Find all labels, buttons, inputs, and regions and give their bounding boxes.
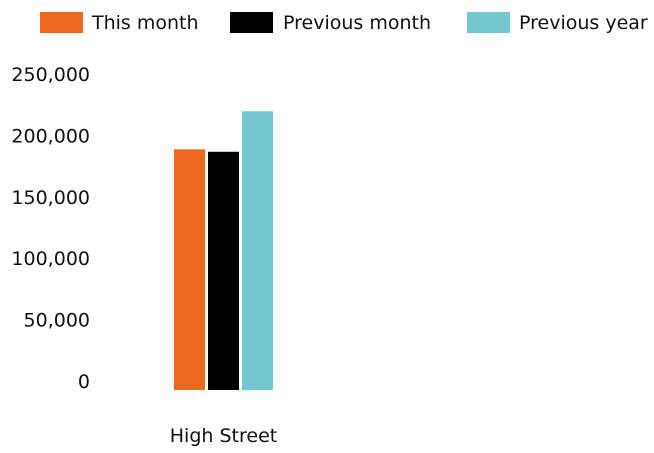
y-tick-label: 0 — [78, 371, 90, 393]
legend-label-2: Previous year — [519, 12, 648, 34]
bar-1 — [208, 151, 239, 390]
chart-legend: This month Previous month Previous year — [40, 12, 648, 34]
y-tick-label: 150,000 — [11, 187, 90, 209]
x-axis: High Street — [170, 425, 277, 447]
y-tick-label: 50,000 — [24, 310, 90, 332]
y-tick-label: 100,000 — [11, 248, 90, 270]
legend-swatch-2 — [467, 12, 510, 33]
bar-2 — [242, 111, 273, 390]
legend-label-1: Previous month — [283, 12, 431, 34]
y-tick-label: 250,000 — [11, 64, 90, 86]
legend-swatch-0 — [40, 12, 83, 33]
y-axis: 0 50,000 100,000 150,000 200,000 250,000 — [11, 64, 90, 393]
bar-0 — [174, 149, 205, 390]
x-category-label: High Street — [170, 425, 277, 447]
legend-label-0: This month — [91, 12, 199, 34]
legend-swatch-1 — [230, 12, 273, 33]
bar-group — [174, 111, 273, 390]
y-tick-label: 200,000 — [11, 125, 90, 147]
